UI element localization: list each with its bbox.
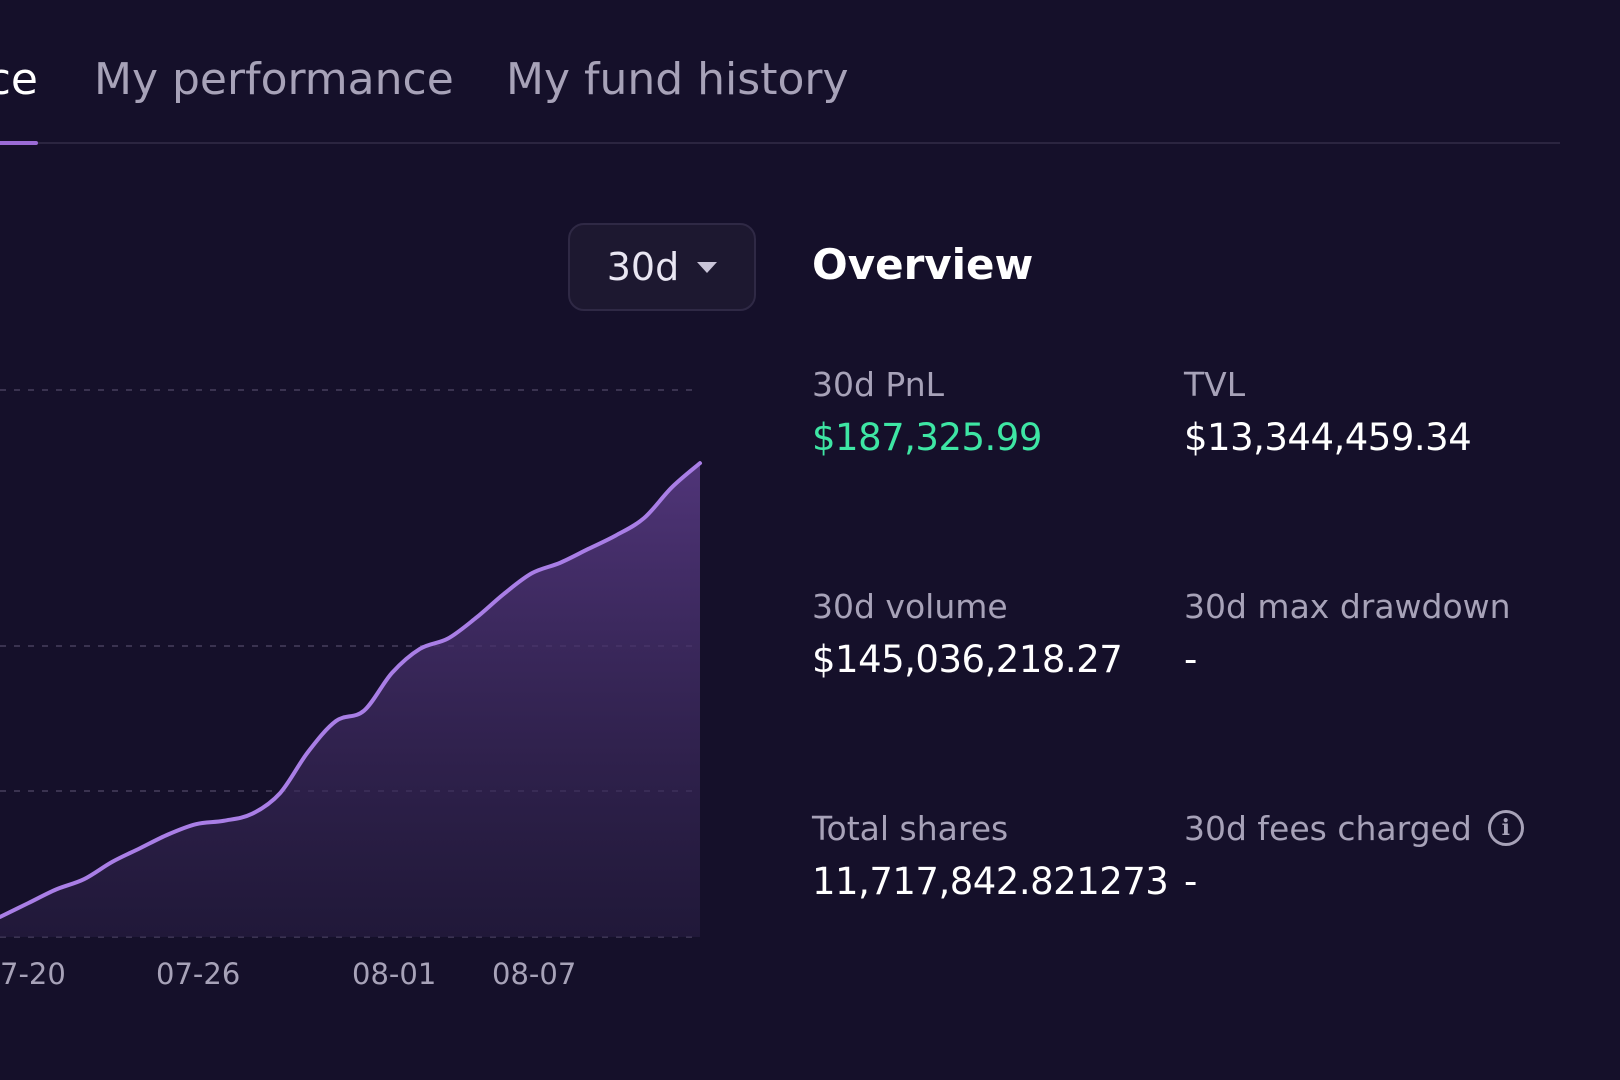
stat-volume-label: 30d volume	[812, 586, 1008, 626]
tab-my-performance[interactable]: My performance	[94, 54, 454, 105]
tab-my-fund-history[interactable]: My fund history	[506, 54, 849, 105]
stat-drawdown-value: -	[1184, 638, 1197, 681]
tab-bar: Vault performance My performance My fund…	[0, 0, 1560, 145]
period-dropdown-value: 30d	[606, 245, 680, 289]
tab-vault-performance[interactable]: Vault performance	[0, 54, 38, 145]
chart-line	[0, 461, 702, 919]
chart-area-fill	[0, 463, 700, 937]
stat-tvl-label: TVL	[1184, 364, 1246, 404]
x-axis-ticks: 7-20 07-26 08-01 08-07	[0, 957, 576, 991]
stat-tvl-value: $13,344,459.34	[1184, 416, 1472, 459]
overview-title: Overview	[812, 240, 1034, 289]
stat-drawdown: 30d max drawdown -	[1184, 584, 1564, 682]
stat-fees-value: -	[1184, 860, 1197, 903]
stat-pnl-value: $187,325.99	[812, 416, 1042, 459]
x-tick-label: 7-20	[0, 957, 66, 991]
x-tick-label: 08-07	[492, 957, 576, 991]
stat-shares-label: Total shares	[812, 808, 1009, 848]
caret-down-icon	[697, 261, 718, 273]
stat-tvl: TVL $13,344,459.34	[1184, 362, 1564, 460]
x-tick-label: 08-01	[352, 957, 436, 991]
stat-fees-label-row: 30d fees charged i	[1184, 806, 1604, 850]
pnl-chart: 7-20 07-26 08-01 08-07	[0, 389, 702, 991]
stat-shares: Total shares 11,717,842.821273	[812, 806, 1192, 904]
period-dropdown[interactable]: 30d	[568, 223, 756, 311]
stat-volume-value: $145,036,218.27	[812, 638, 1123, 681]
tab-vault-performance-label: Vault performance	[0, 54, 38, 105]
info-icon[interactable]: i	[1487, 810, 1524, 846]
stat-fees-label: 30d fees charged	[1184, 808, 1472, 848]
stat-pnl: 30d PnL $187,325.99	[812, 362, 1192, 460]
x-tick-label: 07-26	[156, 957, 240, 991]
stat-drawdown-label: 30d max drawdown	[1184, 586, 1511, 626]
stat-volume: 30d volume $145,036,218.27	[812, 584, 1192, 682]
stat-shares-value: 11,717,842.821273	[812, 860, 1169, 903]
stat-pnl-label: 30d PnL	[812, 364, 945, 404]
stat-fees: 30d fees charged i -	[1184, 806, 1604, 903]
